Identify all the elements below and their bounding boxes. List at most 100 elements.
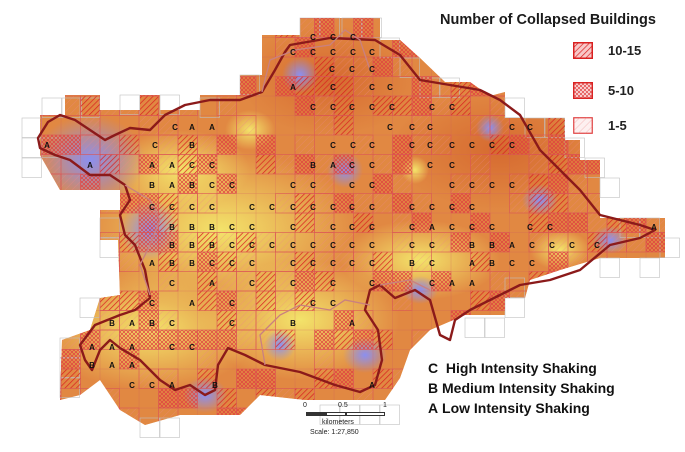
collapse-cell [450,37,471,58]
cell-intensity-letter: B [489,259,495,268]
cell-intensity-letter: C [529,241,535,250]
collapse-cell [645,134,665,155]
collapse-cell [548,329,569,350]
collapse-cell [40,212,42,233]
collapse-cell [197,37,218,58]
empty-cell [599,257,620,278]
collapse-cell [294,212,315,233]
collapse-cell [548,251,569,272]
collapse-cell [510,428,530,448]
cell-intensity-letter: C [189,161,195,170]
cell-intensity-letter: C [290,279,296,288]
cell-intensity-letter: A [509,241,515,250]
cell-intensity-letter: C [594,241,600,250]
cell-intensity-letter: C [349,203,355,212]
collapse-cell [138,95,159,116]
cell-intensity-letter: A [369,381,375,390]
cell-intensity-letter: C [369,259,375,268]
empty-cell [599,177,620,198]
collapse-cell [294,271,315,292]
collapse-cell [489,76,510,97]
collapse-cell [333,76,354,97]
collapse-cell [60,290,81,311]
collapse-cell [255,290,276,311]
cell-intensity-letter: C [310,33,316,42]
collapse-cell [451,428,471,448]
collapse-cell [197,18,218,38]
collapse-cell [119,37,140,58]
cell-intensity-letter: C [169,319,175,328]
collapse-cell [567,271,588,292]
collapse-cell [60,368,81,389]
cell-intensity-letter: A [449,279,455,288]
intensity-code: C [428,360,439,376]
collapse-cell [120,428,140,448]
collapse-cell [509,193,530,214]
cell-intensity-letter: A [169,181,175,190]
collapse-cell [470,154,491,175]
collapse-cell [60,193,81,214]
collapse-cell [41,76,62,97]
cell-intensity-letter: C [369,223,375,232]
collapse-cell [255,407,276,425]
collapse-cell [333,329,354,350]
cell-intensity-letter: C [209,181,215,190]
collapse-cell [528,173,549,194]
empty-cell [41,97,62,118]
collapse-cell [411,37,432,58]
cell-intensity-letter: C [310,48,316,57]
cell-intensity-letter: C [330,241,336,250]
collapse-cell [567,173,588,194]
cell-intensity-letter: C [330,48,336,57]
collapse-cell [80,271,101,292]
cell-intensity-letter: C [349,223,355,232]
collapse-cell [275,154,296,175]
collapse-cell [548,56,569,77]
collapse-cell [80,134,101,155]
cell-intensity-letter: C [349,181,355,190]
cell-intensity-letter: C [449,103,455,112]
collapse-cell [314,173,335,194]
cell-intensity-letter: C [350,33,356,42]
cell-intensity-letter: C [409,223,415,232]
collapse-cell [548,115,569,136]
cell-intensity-letter: A [209,279,215,288]
collapse-cell [606,134,627,155]
collapse-cell [255,134,276,155]
collapse-cell [645,76,665,97]
cell-intensity-letter: C [427,161,433,170]
cell-intensity-letter: A [87,161,93,170]
collapse-cell [275,329,296,350]
legend-item-high: 10-15 [573,40,641,60]
cell-intensity-letter: C [149,381,155,390]
collapse-cell [41,154,62,175]
collapse-cell [99,232,120,253]
collapse-cell [275,407,296,425]
cell-intensity-letter: A [189,299,195,308]
collapse-cell [40,232,42,253]
collapse-cell [60,329,81,350]
collapse-cell [353,329,374,350]
collapse-cell [645,310,665,331]
cell-intensity-letter: B [290,319,296,328]
collapse-cell [41,349,62,370]
collapse-cell [489,56,510,77]
cell-intensity-letter: C [349,65,355,74]
collapse-cell [40,271,42,292]
collapse-cell [294,76,315,97]
collapse-cell [255,154,276,175]
collapse-cell [587,134,608,155]
cell-intensity-letter: C [290,241,296,250]
collapse-cell [549,428,569,448]
empty-cell [79,297,100,318]
cell-intensity-letter: C [429,103,435,112]
scale-bar-graphic [306,412,385,416]
legend-item-low: 1-5 [573,115,627,135]
collapse-cell [41,329,62,350]
cell-intensity-letter: C [310,203,316,212]
empty-cell [99,237,120,258]
collapse-cell [60,212,81,233]
collapse-cell [60,173,81,194]
cell-intensity-letter: C [427,123,433,132]
